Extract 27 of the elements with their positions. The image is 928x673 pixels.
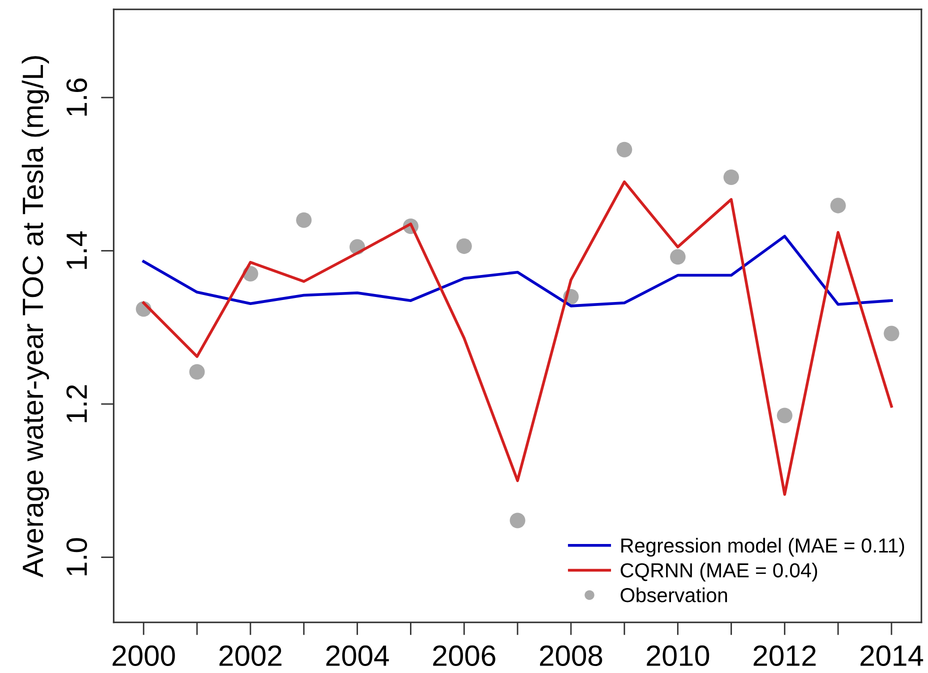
x-tick-label: 2008 [540, 645, 602, 666]
point [670, 249, 686, 265]
x-tick-label: 2006 [433, 645, 496, 666]
point [510, 512, 526, 528]
y-tick-label: 1.0 [66, 538, 88, 576]
line-series [142, 234, 893, 308]
legend-label: Regression model (MAE = 0.11) [621, 538, 904, 557]
x-tick-label: 2010 [646, 645, 710, 666]
y-axis-title: Average water-year TOC at Tesla (mg/L) [22, 56, 49, 578]
point [296, 212, 312, 228]
x-tick-label: 2000 [112, 645, 175, 666]
point [776, 408, 792, 424]
point [830, 198, 846, 214]
point [723, 169, 739, 185]
x-tick-label: 2004 [326, 645, 389, 666]
point [884, 326, 900, 342]
legend-label: CQRNN (MAE = 0.04) [620, 562, 818, 582]
y-tick-label: 1.4 [66, 231, 87, 269]
y-tick-label: 1.6 [66, 78, 88, 116]
y-tick-label: 1.2 [66, 385, 87, 422]
x-tick-label: 2012 [754, 645, 816, 666]
x-tick-label: 2002 [219, 645, 282, 666]
point [616, 142, 632, 158]
point [189, 364, 205, 380]
x-tick-label: 2014 [860, 645, 924, 666]
point [456, 238, 472, 254]
legend-label: Observation [620, 588, 727, 602]
